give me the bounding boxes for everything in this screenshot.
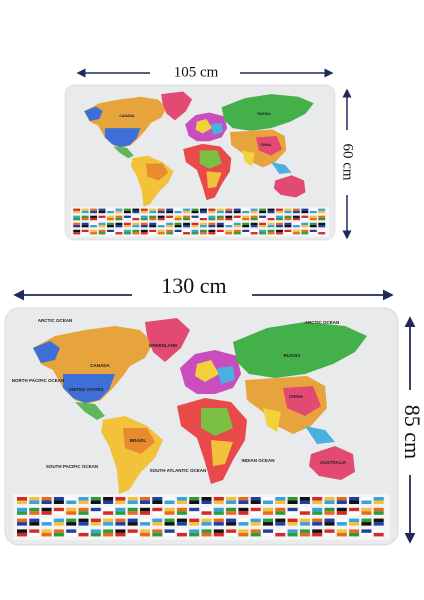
- map-label: NORTH PACIFIC OCEAN: [12, 378, 64, 383]
- map-label: SOUTH PACIFIC OCEAN: [46, 464, 98, 469]
- map-label: UNITED STATES: [68, 387, 103, 392]
- large-rug: ARCTIC OCEAN ARCTIC OCEAN CANADA UNITED STA…: [4, 273, 424, 546]
- map-label: RUSSIA: [283, 353, 301, 358]
- map-label: AUSTRALIA: [320, 460, 347, 465]
- map-label: SOUTH ATLANTIC OCEAN: [150, 468, 207, 473]
- map-label: CANADA: [90, 363, 110, 368]
- small-rug: RUSSIA CHINA CANADA 105 cm 60 cm: [64, 64, 356, 241]
- map-label: ARCTIC OCEAN: [305, 320, 340, 325]
- map-label: CHINA: [289, 394, 304, 399]
- height-label: 85 cm: [400, 405, 424, 459]
- width-label: 130 cm: [161, 273, 226, 298]
- width-label: 105 cm: [174, 64, 219, 80]
- map-label: INDIAN OCEAN: [241, 458, 274, 463]
- small-map: [64, 84, 336, 241]
- map-labels: ARCTIC OCEAN ARCTIC OCEAN CANADA UNITED STA…: [12, 318, 347, 473]
- height-label: 60 cm: [340, 143, 356, 180]
- map-label: RUSSIA: [257, 112, 271, 116]
- map-label: GREENLAND: [149, 343, 178, 348]
- map-label: CANADA: [119, 114, 135, 118]
- map-label: BRAZIL: [130, 438, 147, 443]
- map-label: CHINA: [260, 143, 272, 147]
- large-map: [4, 307, 399, 546]
- map-label: ARCTIC OCEAN: [38, 318, 73, 323]
